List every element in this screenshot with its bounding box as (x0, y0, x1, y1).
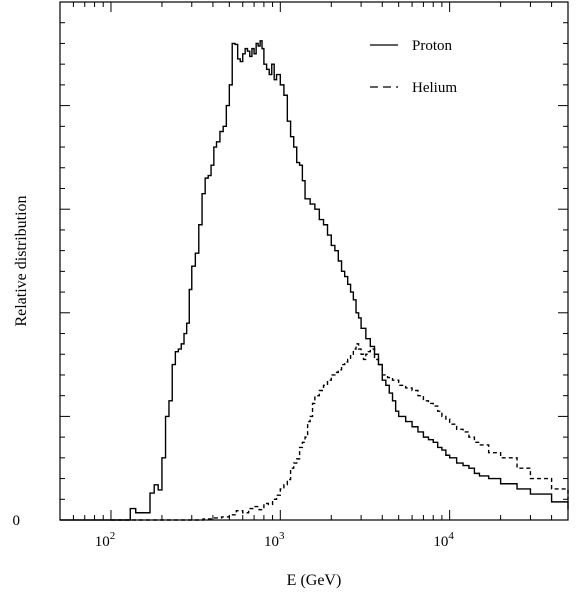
x-axis-label: E (GeV) (287, 572, 342, 589)
legend: Proton Helium (370, 38, 457, 96)
series-layer (60, 40, 569, 521)
legend-label-proton: Proton (412, 38, 453, 54)
x-tick-label: 102 (95, 530, 116, 550)
y-tick-label: 0 (13, 513, 21, 529)
legend-label-helium: Helium (412, 80, 457, 96)
x-tick-label: 103 (264, 530, 285, 550)
tick-labels: 102 103 104 0 (13, 513, 455, 550)
axis-ticks (59, 1, 569, 520)
plot-frame (59, 1, 569, 521)
x-tick-label: 104 (433, 530, 454, 550)
y-axis-label: Relative distribution (13, 195, 30, 326)
series-proton-line (60, 40, 569, 521)
series-helium-line (110, 343, 569, 521)
